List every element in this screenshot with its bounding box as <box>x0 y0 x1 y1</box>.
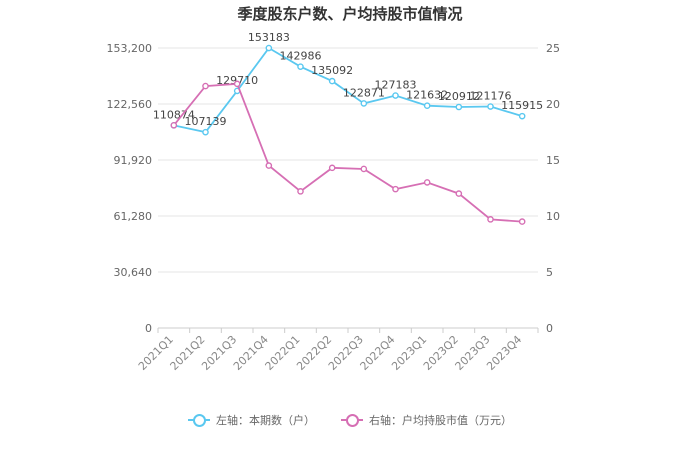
data-label: 121632 <box>406 89 448 102</box>
data-label: 121176 <box>470 90 512 103</box>
series-point-0 <box>423 102 431 109</box>
data-label: 142986 <box>280 50 322 63</box>
series-point-0 <box>518 112 526 120</box>
legend-item-households[interactable]: 左轴：本期数（户） <box>188 412 315 428</box>
series-point-0 <box>392 92 399 99</box>
series-point-0 <box>202 128 209 136</box>
data-label: 107139 <box>185 115 227 128</box>
data-label: 115915 <box>501 99 543 112</box>
series-point-0 <box>487 103 494 110</box>
chart-title: 季度股东户数、户均持股市值情况 <box>237 5 463 23</box>
data-label: 135092 <box>311 64 353 77</box>
series-point-1 <box>455 190 463 197</box>
series-point-1 <box>297 188 304 195</box>
series-point-1 <box>423 179 431 186</box>
y-right-tick-label: 10 <box>546 210 560 223</box>
series-point-0 <box>360 100 368 107</box>
legend-swatch-households <box>188 414 210 427</box>
data-label: 127183 <box>375 79 417 92</box>
y-right-tick-label: 15 <box>546 154 560 167</box>
series-point-0 <box>297 63 304 70</box>
data-label: 120912 <box>438 90 480 103</box>
series-point-1 <box>392 185 399 193</box>
series-point-1 <box>518 218 526 225</box>
y-left-tick-label: 153,200 <box>107 42 153 55</box>
series-point-1 <box>328 164 336 172</box>
legend-item-avg-value[interactable]: 右轴：户均持股市值（万元） <box>341 412 512 428</box>
series-line-0 <box>173 46 523 134</box>
y-right-tick-label: 5 <box>546 266 553 279</box>
y-right-tick-label: 20 <box>546 98 560 111</box>
y-right-tick-label: 25 <box>546 42 560 55</box>
y-left-tick-label: 30,640 <box>114 266 153 279</box>
legend-swatch-avg-value <box>341 414 363 427</box>
y-right-tick-label: 0 <box>546 322 553 335</box>
series-point-1 <box>265 162 273 169</box>
series-point-1 <box>487 216 494 223</box>
legend-label-households: 左轴：本期数（户） <box>216 414 315 427</box>
data-label: 153183 <box>248 31 290 44</box>
series-point-0 <box>328 77 336 85</box>
y-left-tick-label: 91,920 <box>114 154 153 167</box>
series-point-0 <box>455 103 463 111</box>
y-left-tick-label: 0 <box>145 322 152 335</box>
data-label: 122871 <box>343 86 385 99</box>
series-point-1 <box>170 121 178 129</box>
legend: 左轴：本期数（户） 右轴：户均持股市值（万元） <box>0 412 700 428</box>
y-left-tick-label: 61,280 <box>114 210 153 223</box>
series-line-1 <box>173 82 523 223</box>
x-tick-label: 2023Q4 <box>484 333 524 373</box>
y-left-tick-label: 122,560 <box>107 98 153 111</box>
series-point-1 <box>360 165 368 173</box>
series-point-1 <box>233 80 241 88</box>
legend-label-avg-value: 右轴：户均持股市值（万元） <box>369 414 512 427</box>
series-point-1 <box>202 82 209 90</box>
series-point-0 <box>265 44 273 52</box>
